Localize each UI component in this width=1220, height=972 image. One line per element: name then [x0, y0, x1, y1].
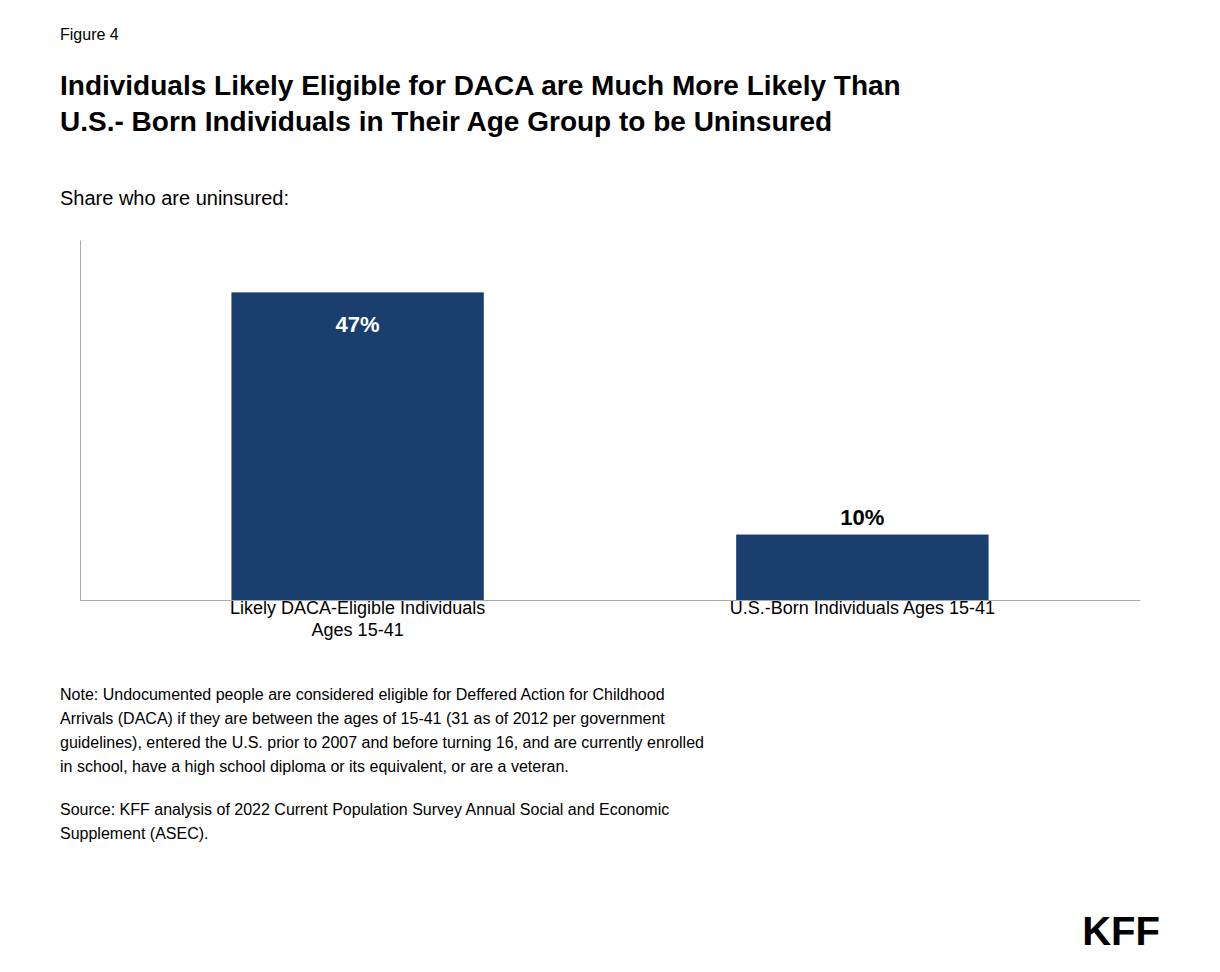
note: Note: Undocumented people are considered…	[60, 686, 704, 775]
y-axis	[80, 241, 81, 601]
x-tick: Likely DACA-Eligible IndividualsAges 15-…	[230, 598, 485, 640]
x-tick-label: U.S.-Born Individuals Ages 15-41	[730, 598, 995, 618]
x-tick-label: Likely DACA-Eligible IndividualsAges 15-…	[230, 598, 485, 640]
text-line: U.S.-Born Individuals Ages 15-41	[730, 598, 995, 618]
text-line: Ages 15-41	[312, 620, 404, 640]
text-line: Likely DACA-Eligible Individuals	[230, 598, 485, 618]
text-line: Arrivals (DACA) if they are between the …	[60, 710, 665, 727]
data-label: 10%	[840, 505, 884, 530]
text-line: Supplement (ASEC).	[60, 825, 209, 842]
subtitle: Share who are uninsured:	[60, 187, 289, 209]
brand-label: KFF	[1082, 909, 1160, 953]
data-labels: 47% 10%	[336, 312, 885, 529]
chart: Figure 4 Individuals Likely Eligible for …	[0, 0, 1220, 972]
text-line: Individuals Likely Eligible for DACA are…	[60, 70, 901, 101]
x-axis: Likely DACA-Eligible IndividualsAges 15-…	[81, 598, 1141, 640]
text-line: Note: Undocumented people are considered…	[60, 686, 665, 703]
bars	[231, 292, 988, 600]
y-axis-line	[80, 241, 81, 601]
text-line: guidelines), entered the U.S. prior to 2…	[60, 734, 704, 751]
title: Individuals Likely Eligible for DACA are…	[60, 70, 901, 137]
x-tick: U.S.-Born Individuals Ages 15-41	[730, 598, 995, 618]
text-line: KFF	[1082, 909, 1160, 953]
bar	[736, 535, 988, 600]
text-line: Source: KFF analysis of 2022 Current Pop…	[60, 801, 669, 818]
figure-label: Figure 4	[60, 26, 119, 43]
data-label: 47%	[336, 312, 380, 337]
bar	[231, 292, 483, 600]
text-line: U.S.- Born Individuals in Their Age Grou…	[60, 106, 832, 137]
text-line: Figure 4	[60, 26, 119, 43]
text-line: Share who are uninsured:	[60, 187, 289, 209]
text-line: in school, have a high school diploma or…	[60, 758, 569, 775]
source: Source: KFF analysis of 2022 Current Pop…	[60, 801, 669, 842]
